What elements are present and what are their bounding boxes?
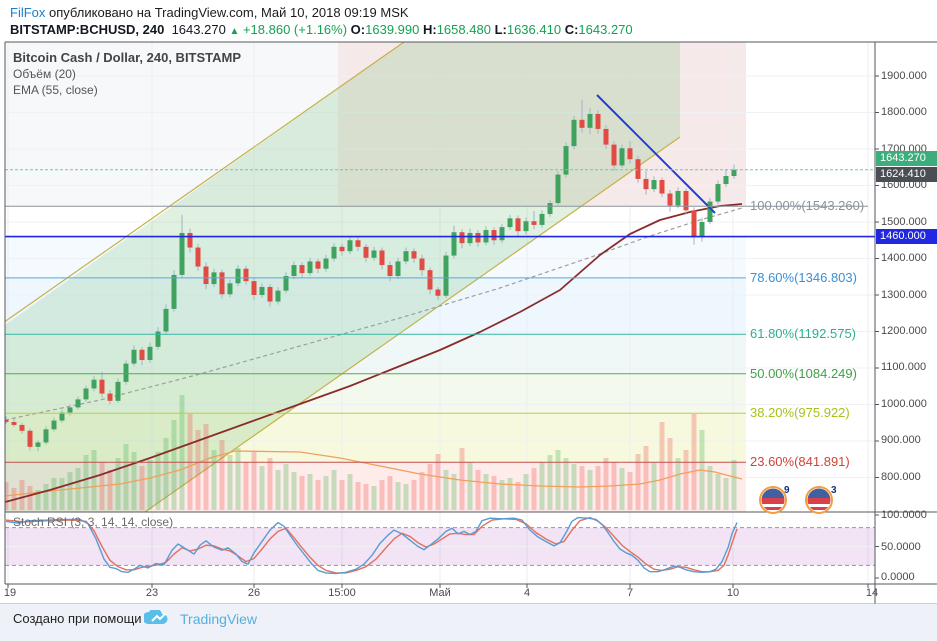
price-axis-label[interactable]: 800.000 [881, 471, 921, 483]
fib-label-61-8[interactable]: 61.80%(1192.575) [750, 326, 857, 341]
time-axis-label[interactable]: 4 [523, 587, 531, 599]
low-label: L: [494, 22, 507, 37]
high-value: 1658.480 [436, 22, 491, 37]
author-link[interactable]: FilFox [10, 5, 46, 20]
fib-label-50[interactable]: 50.00%(1084.249) [750, 366, 857, 381]
time-axis-label[interactable]: 10 [726, 587, 740, 599]
time-axis-label[interactable]: 23 [145, 587, 159, 599]
tradingview-brand-link[interactable]: TradingView [180, 611, 258, 627]
price-axis-label[interactable]: 1100.000 [881, 361, 927, 373]
close-label: C: [564, 22, 579, 37]
last-price-badge: 1643.270 [876, 151, 937, 166]
price-axis-label[interactable]: 1200.000 [881, 325, 927, 337]
price-axis-label[interactable]: 1500.000 [881, 216, 927, 228]
symbol-label[interactable]: BITSTAMP:BCHUSD, 240 [10, 22, 165, 37]
price-axis-label[interactable]: 1300.000 [881, 289, 927, 301]
price-axis-label[interactable]: 1400.000 [881, 252, 927, 264]
tradingview-logo-icon[interactable] [144, 610, 174, 630]
open-label: O: [350, 22, 366, 37]
low-value: 1636.410 [506, 22, 562, 37]
price-axis-label[interactable]: 1900.000 [881, 70, 927, 82]
footer-text: Создано при помощи [13, 611, 142, 626]
horizontal-line-badge: 1460.000 [876, 229, 937, 244]
stoch-rsi-indicator-label[interactable]: Stoch RSI (3, 3, 14, 14, close) [13, 515, 174, 529]
fib-label-38-2[interactable]: 38.20%(975.922) [750, 405, 850, 420]
time-axis-label[interactable]: 7 [626, 587, 634, 599]
fib-label-100[interactable]: 100.00%(1543.260) [750, 198, 865, 213]
last-price: 1643.270 [171, 22, 226, 37]
high-label: H: [422, 22, 437, 37]
time-axis-label[interactable]: 19 [3, 587, 17, 599]
price-axis-label[interactable]: 1000.000 [881, 398, 927, 410]
attribution-line: FilFox опубликовано на TradingView.com, … [10, 5, 409, 20]
price-axis-label[interactable]: 900.000 [881, 434, 921, 446]
volume-indicator-label[interactable]: Объём (20) [13, 67, 76, 81]
ema-indicator-label[interactable]: EMA (55, close) [13, 83, 98, 97]
stoch-axis-label[interactable]: 100.0000 [881, 509, 927, 521]
event-flag-count[interactable]: 3 [831, 485, 837, 496]
fib-label-23-6[interactable]: 23.60%(841.891) [750, 454, 850, 469]
symbol-ohlc-line: BITSTAMP:BCHUSD, 240 1643.270 ▲ +18.860 … [10, 22, 633, 37]
close-value: 1643.270 [578, 22, 633, 37]
time-axis-label[interactable]: 14 [865, 587, 879, 599]
time-axis-label[interactable]: Май [429, 587, 451, 599]
fib-label-78-6[interactable]: 78.60%(1346.803) [750, 270, 857, 285]
prev-close-badge: 1624.410 [876, 167, 937, 182]
time-axis-label[interactable]: 26 [247, 587, 261, 599]
stoch-axis-label[interactable]: 50.0000 [881, 541, 921, 553]
price-change: +18.860 (+1.16%) [242, 22, 348, 37]
open-value: 1639.990 [365, 22, 420, 37]
us-flag-event-icon [759, 486, 787, 514]
event-flag-count[interactable]: 9 [784, 485, 790, 496]
price-axis-label[interactable]: 1800.000 [881, 106, 927, 118]
attribution-text: опубликовано на TradingView.com, Май 10,… [45, 5, 409, 20]
stoch-axis-label[interactable]: 0.0000 [881, 571, 915, 583]
us-flag-event-icon [805, 486, 833, 514]
chart-title[interactable]: Bitcoin Cash / Dollar, 240, BITSTAMP [13, 50, 242, 65]
price-axis-label[interactable]: 1600.000 [881, 179, 927, 191]
time-axis-label[interactable]: 15:00 [328, 587, 356, 599]
up-arrow-icon: ▲ [229, 26, 240, 37]
